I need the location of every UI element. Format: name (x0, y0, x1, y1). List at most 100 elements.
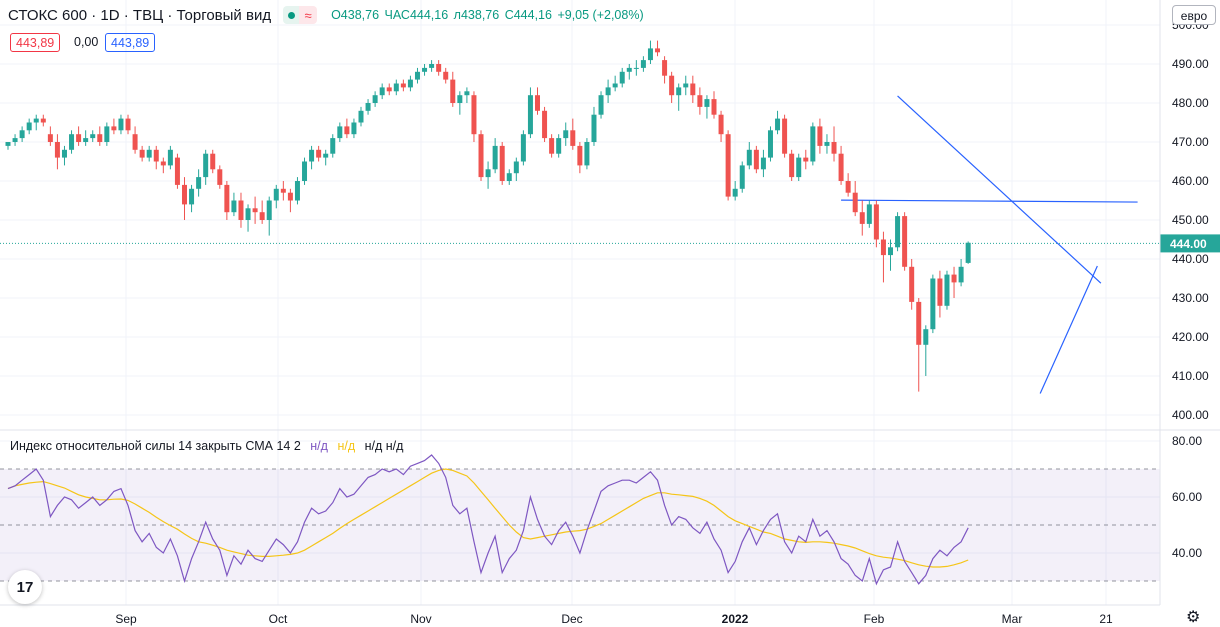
candle[interactable] (76, 134, 82, 142)
candle[interactable] (337, 126, 343, 139)
candle[interactable] (344, 126, 350, 135)
candle[interactable] (542, 110, 548, 139)
candle[interactable] (485, 169, 491, 178)
candle[interactable] (598, 95, 604, 115)
candle[interactable] (718, 114, 724, 135)
candle[interactable] (167, 149, 173, 166)
candle[interactable] (647, 48, 653, 61)
candle[interactable] (266, 200, 272, 221)
candle[interactable] (895, 216, 901, 248)
candle[interactable] (591, 114, 597, 142)
candle[interactable] (174, 157, 180, 185)
candle[interactable] (26, 122, 32, 131)
candle[interactable] (19, 130, 25, 139)
candle[interactable] (845, 181, 851, 193)
candle[interactable] (422, 67, 428, 72)
candle[interactable] (584, 142, 590, 166)
candle[interactable] (563, 130, 569, 139)
symbol-title[interactable]: СТОКС 600 · 1D · ТВЦ · Торговый вид (8, 6, 272, 24)
candle[interactable] (958, 266, 964, 283)
candle[interactable] (400, 83, 406, 88)
candle[interactable] (280, 188, 286, 193)
candle[interactable] (118, 118, 124, 131)
candle[interactable] (796, 157, 802, 178)
rsi-ma-line[interactable] (7, 468, 969, 568)
candle[interactable] (810, 126, 816, 162)
candle[interactable] (372, 95, 378, 103)
candle[interactable] (513, 161, 519, 174)
candle[interactable] (210, 153, 216, 170)
candle[interactable] (224, 184, 230, 213)
candle[interactable] (492, 145, 498, 170)
candle[interactable] (33, 118, 39, 123)
candle[interactable] (323, 153, 329, 158)
descending-trendline[interactable] (897, 95, 1102, 284)
candle[interactable] (40, 118, 46, 123)
candle[interactable] (365, 103, 371, 111)
candle[interactable] (302, 161, 308, 182)
candle[interactable] (351, 122, 357, 135)
candle[interactable] (640, 60, 646, 68)
candle[interactable] (605, 87, 611, 96)
candle[interactable] (97, 134, 103, 142)
candle[interactable] (309, 149, 315, 162)
candle[interactable] (379, 87, 385, 96)
candle[interactable] (499, 145, 505, 181)
candle[interactable] (245, 208, 251, 220)
candle[interactable] (146, 149, 152, 158)
candle[interactable] (803, 157, 809, 162)
candle[interactable] (732, 188, 738, 197)
candle[interactable] (287, 192, 293, 201)
candle[interactable] (746, 149, 752, 166)
candle[interactable] (125, 118, 131, 131)
candle[interactable] (633, 67, 639, 69)
rsi-legend-label[interactable]: Индекс относительной силы 14 закрыть СМА… (10, 439, 301, 453)
candle[interactable] (760, 157, 766, 170)
candle[interactable] (704, 99, 710, 107)
candle[interactable] (90, 134, 96, 139)
candle[interactable] (527, 95, 533, 135)
candle[interactable] (570, 130, 576, 146)
candle[interactable] (471, 95, 477, 135)
buy-price-box[interactable]: 443,89 (105, 33, 156, 52)
candle[interactable] (182, 184, 187, 205)
sell-price-box[interactable]: 443,89 (10, 33, 61, 52)
candle[interactable] (506, 173, 512, 181)
candle[interactable] (429, 64, 435, 68)
candle[interactable] (655, 48, 661, 53)
candle[interactable] (739, 165, 745, 189)
candle[interactable] (690, 83, 696, 96)
candle[interactable] (139, 149, 145, 158)
candle[interactable] (626, 67, 632, 72)
candle[interactable] (104, 126, 110, 142)
candle[interactable] (520, 134, 526, 162)
candle[interactable] (54, 142, 60, 158)
candle[interactable] (259, 212, 265, 220)
candle[interactable] (132, 134, 138, 150)
candle[interactable] (273, 188, 279, 201)
candle[interactable] (457, 95, 463, 103)
candle[interactable] (436, 64, 442, 72)
last-price-tag[interactable] (1160, 234, 1220, 253)
candle[interactable] (386, 87, 392, 92)
settings-gear-icon[interactable]: ⚙ (1186, 609, 1201, 626)
candle[interactable] (556, 138, 562, 154)
candle[interactable] (930, 278, 936, 330)
horizontal-support-line[interactable] (841, 199, 1138, 203)
candle[interactable] (69, 134, 75, 150)
candle[interactable] (47, 134, 53, 142)
candle[interactable] (443, 71, 449, 80)
candle[interactable] (196, 177, 202, 189)
candle[interactable] (789, 153, 795, 178)
tradingview-logo[interactable]: 17 (8, 570, 42, 604)
candle[interactable] (909, 266, 915, 302)
candle[interactable] (676, 87, 682, 96)
candle[interactable] (61, 149, 67, 158)
candle[interactable] (316, 149, 322, 158)
candle[interactable] (965, 242, 971, 263)
candle[interactable] (697, 95, 703, 107)
candle[interactable] (5, 142, 11, 146)
candle[interactable] (916, 301, 922, 345)
candle[interactable] (111, 126, 117, 131)
